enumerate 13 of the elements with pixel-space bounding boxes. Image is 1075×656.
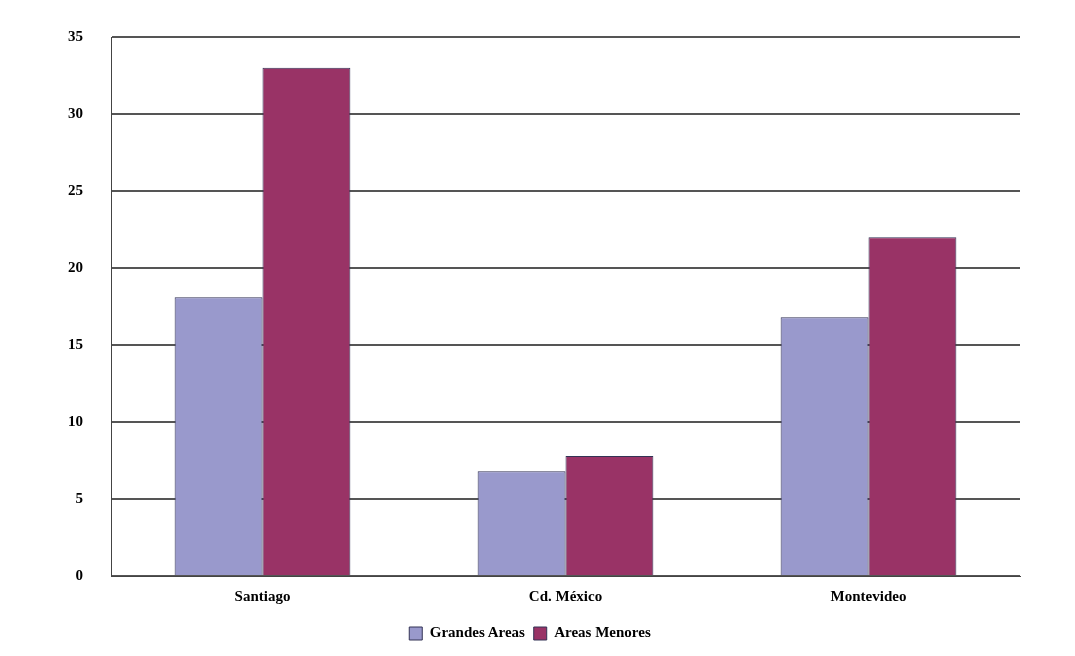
y-tick-label: 20 <box>68 258 83 275</box>
y-tick-label: 5 <box>75 489 83 506</box>
y-tick-label: 15 <box>68 335 83 352</box>
legend-label: Grandes Areas <box>429 624 526 641</box>
y-tick-label: 25 <box>68 181 83 198</box>
x-tick-label: Santiago <box>234 587 291 604</box>
legend-label: Areas Menores <box>554 624 651 641</box>
y-tick-label: 0 <box>75 566 83 583</box>
y-tick-label: 30 <box>68 104 83 121</box>
x-tick-label: Montevideo <box>830 587 907 604</box>
x-tick-label: Cd. México <box>528 587 603 604</box>
y-tick-label: 10 <box>68 412 83 429</box>
y-tick-label: 35 <box>68 27 83 44</box>
